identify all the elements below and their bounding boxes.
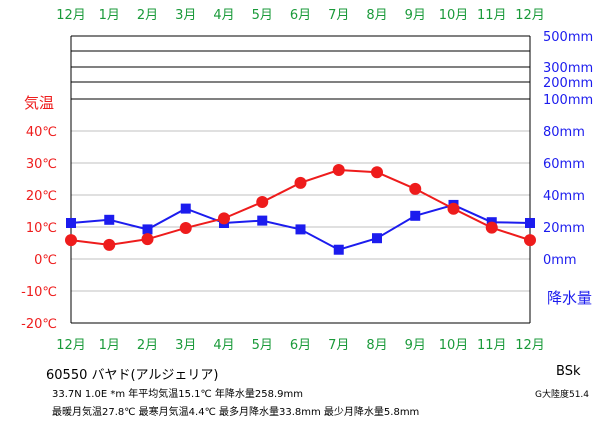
month-label-bottom: 8月 — [366, 338, 387, 353]
month-label-top: 4月 — [213, 8, 234, 23]
precip-tick-label: 200mm — [543, 76, 593, 91]
month-label-bottom: 7月 — [328, 338, 349, 353]
temperature-series — [65, 164, 536, 251]
month-label-bottom: 3月 — [175, 338, 196, 353]
month-label-bottom: 1月 — [99, 338, 120, 353]
temperature-point — [256, 196, 269, 209]
temp-tick-label: 40℃ — [26, 125, 57, 140]
temp-tick-label: -10℃ — [21, 285, 57, 300]
temperature-point — [371, 166, 383, 179]
axes — [70, 36, 531, 324]
grid — [71, 35, 530, 324]
month-label-top: 1月 — [99, 8, 120, 23]
temp-tick-label: 10℃ — [26, 221, 57, 236]
precip-tick-label: 60mm — [543, 157, 585, 172]
precip-tick-label: 300mm — [543, 61, 593, 76]
station-summary-line2: 最暖月気温27.8℃ 最寒月気温4.4℃ 最多月降水量33.8mm 最少月降水量… — [52, 407, 420, 418]
temperature-point — [332, 164, 345, 177]
temperature-point — [218, 212, 230, 225]
climate-chart: 12月 1月 2月 3月 4月 5月 6月 7月 8月 9月 10月 11月 12月 12月 1月 2月 3月 4… — [21, 8, 593, 353]
month-label-bottom: 12月 — [56, 338, 86, 353]
axis-labels: 12月 1月 2月 3月 4月 5月 6月 7月 8月 9月 10月 11月 12月 12月 1月 2月 3月 4… — [21, 8, 593, 353]
precip-tick-label: 500mm — [543, 30, 593, 45]
station-name: 60550 バヤド(アルジェリア) — [46, 368, 219, 383]
precip-tick-label: 80mm — [543, 125, 585, 140]
temperature-point — [141, 233, 154, 246]
precip-tick-label: 100mm — [543, 93, 593, 108]
temperature-point — [409, 182, 422, 195]
precipitation-point — [104, 214, 115, 225]
month-label-top: 12月 — [56, 8, 86, 23]
month-label-top: 5月 — [252, 8, 273, 23]
month-label-top: 7月 — [328, 8, 349, 23]
precipitation-point — [372, 233, 382, 244]
temp-tick-label: 0℃ — [34, 253, 57, 268]
temperature-point — [485, 221, 498, 234]
month-label-bottom: 6月 — [290, 338, 311, 353]
precipitation-point — [333, 244, 344, 255]
precipitation-point — [180, 203, 191, 214]
temperature-point — [294, 176, 307, 189]
month-label-top: 2月 — [137, 8, 158, 23]
precipitation-point — [257, 215, 268, 226]
temp-tick-label: 30℃ — [26, 157, 57, 172]
month-label-bottom: 2月 — [137, 338, 158, 353]
temp-tick-label: -20℃ — [21, 317, 57, 332]
month-label-bottom: 12月 — [515, 338, 545, 353]
precip-axis-title: 降水量 — [547, 289, 592, 307]
temp-axis-title: 気温 — [24, 94, 54, 112]
month-label-top: 3月 — [175, 8, 196, 23]
month-label-bottom: 5月 — [252, 338, 273, 353]
month-label-top: 8月 — [366, 8, 387, 23]
temperature-point — [524, 234, 536, 247]
precipitation-point — [142, 224, 153, 235]
precipitation-point — [66, 218, 76, 228]
precipitation-point — [525, 218, 535, 228]
month-label-top: 12月 — [515, 8, 545, 23]
month-label-bottom: 11月 — [477, 338, 507, 353]
month-label-bottom: 9月 — [405, 338, 426, 353]
temperature-point — [65, 234, 77, 247]
temp-tick-label: 20℃ — [26, 189, 57, 204]
month-label-top: 9月 — [405, 8, 426, 23]
month-label-top: 6月 — [290, 8, 311, 23]
precipitation-point — [295, 224, 306, 235]
continentality: G大陸度51.4 — [535, 390, 590, 400]
month-label-bottom: 10月 — [439, 338, 469, 353]
month-label-top: 11月 — [477, 8, 507, 23]
climate-code: BSk — [556, 364, 581, 379]
temperature-point — [447, 202, 460, 215]
precip-tick-label: 40mm — [543, 189, 585, 204]
month-label-top: 10月 — [439, 8, 469, 23]
temperature-point — [179, 221, 192, 234]
precipitation-point — [410, 210, 421, 221]
precip-tick-label: 0mm — [543, 253, 577, 268]
station-summary-line1: 33.7N 1.0E *m 年平均気温15.1℃ 年降水量258.9mm — [52, 389, 304, 400]
precip-tick-label: 20mm — [543, 221, 585, 236]
month-label-bottom: 4月 — [213, 338, 234, 353]
temperature-point — [103, 238, 116, 251]
